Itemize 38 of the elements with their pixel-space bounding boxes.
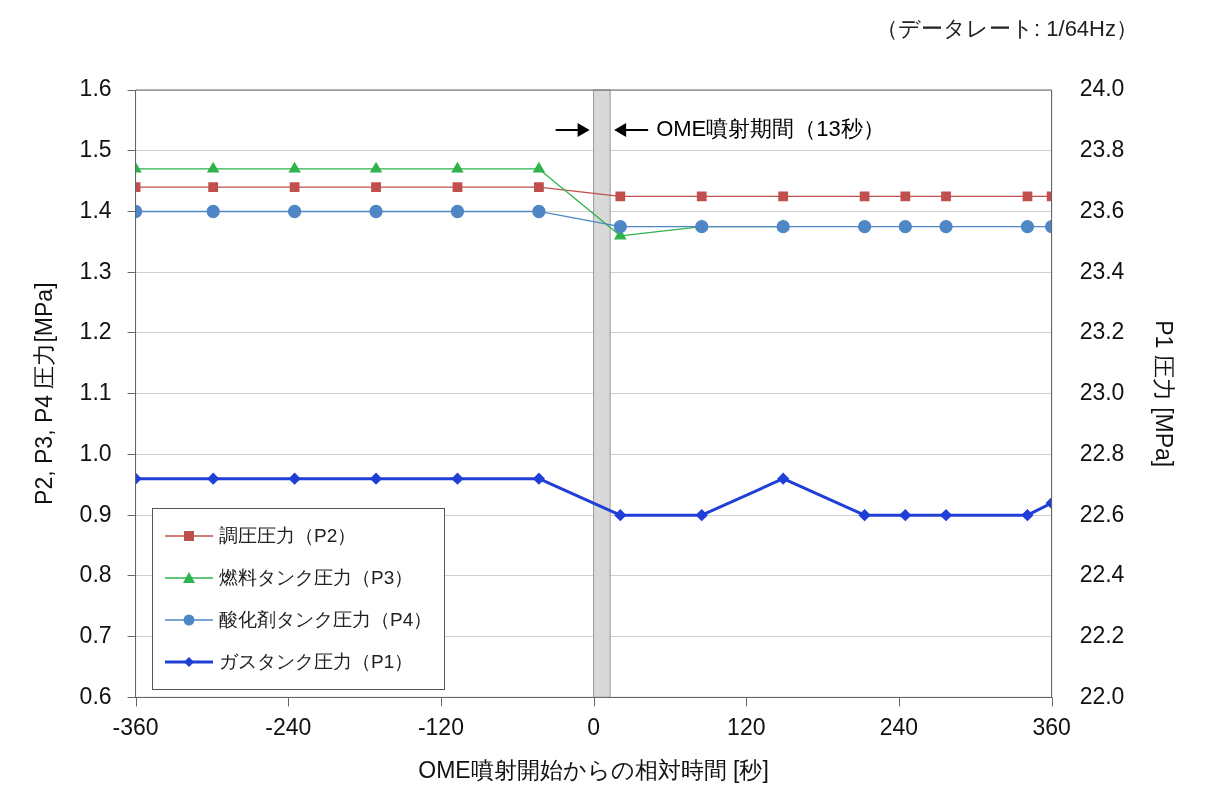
y-tick-label: 1.5 [79,136,112,163]
x-tick-label: -360 [112,714,159,741]
y-tick-label: 0.8 [79,561,112,588]
y-tick-label: 1.4 [79,196,112,223]
y2-tick-label: 22.6 [1079,500,1125,527]
y2-tick-label: 23.4 [1079,257,1125,284]
y-tick-label: 1.6 [79,75,112,102]
y2-tick-label: 23.0 [1079,379,1125,406]
y-axis-title: P2, P3, P4 圧力[MPa] [31,282,58,505]
x-tick-label: 360 [1032,714,1071,741]
y-tick-label: 1.0 [79,439,112,466]
legend-label: 酸化剤タンク圧力（P4） [219,608,433,632]
y-tick-label: 0.7 [79,622,112,648]
y2-tick-label: 22.8 [1079,439,1125,466]
legend-label: 燃料タンク圧力（P3） [219,566,414,590]
legend-label: ガスタンク圧力（P1） [219,650,414,674]
y2-tick-label: 23.8 [1079,136,1125,163]
y-tick-label: 0.6 [79,682,112,709]
band-label: OME噴射期間（13秒） [656,116,885,142]
y2-tick-label: 22.0 [1079,682,1125,709]
y2-tick-label: 23.6 [1079,196,1125,223]
x-axis-title: OME噴射開始からの相対時間 [秒] [418,756,769,783]
y2-axis-title: P1 圧力 [MPa] [1150,320,1177,468]
y2-tick-label: 24.0 [1079,75,1125,102]
y-tick-label: 0.9 [79,500,112,527]
y-tick-label: 1.2 [79,318,112,345]
x-tick-label: -120 [417,714,464,741]
text: （データレート: 1/64Hz） [876,15,1138,43]
x-tick-label: 120 [727,714,766,741]
x-tick-label: 0 [587,714,600,741]
y-tick-label: 1.1 [79,379,112,406]
y2-tick-label: 22.4 [1079,561,1125,588]
legend-label: 調圧圧力（P2） [219,524,357,548]
y2-tick-label: 23.2 [1079,318,1125,345]
x-tick-label: 240 [879,714,919,741]
y2-tick-label: 22.2 [1079,622,1125,648]
y-tick-label: 1.3 [79,257,112,284]
x-tick-label: -240 [265,714,312,741]
